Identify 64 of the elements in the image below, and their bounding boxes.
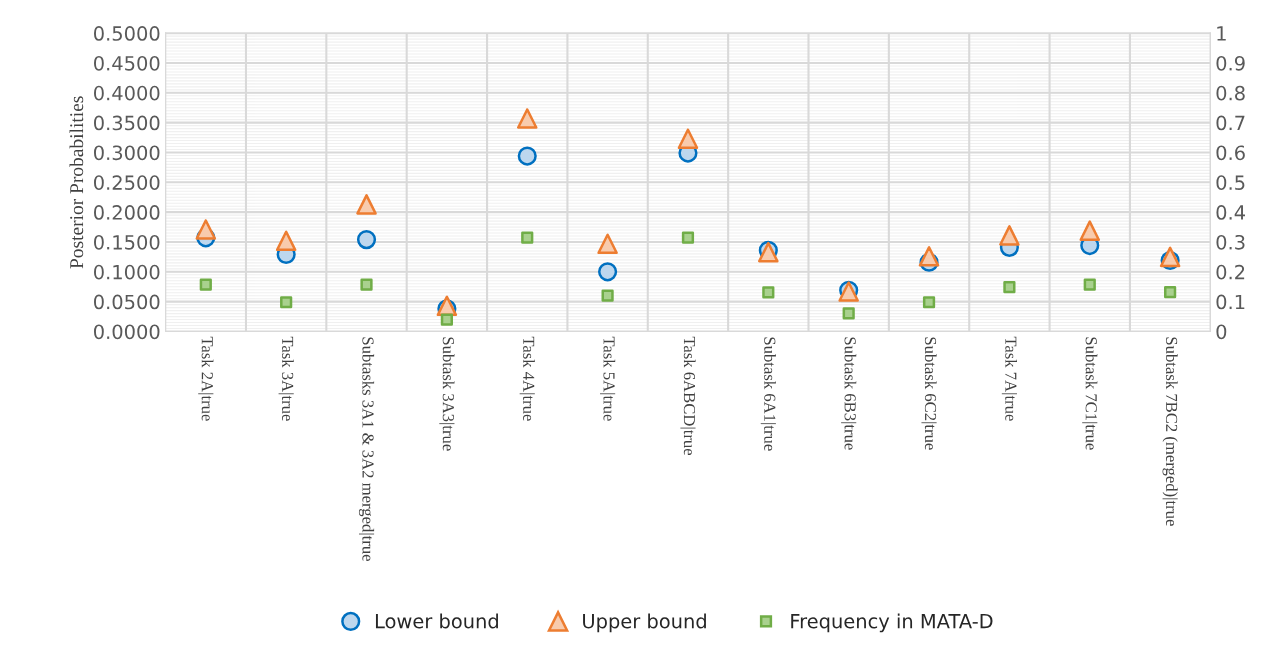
y2-tick-label: 0.1 — [1216, 294, 1245, 310]
point — [360, 278, 373, 291]
x-tick-label: Subtasks 3A1 & 3A2 merged|true — [358, 337, 375, 562]
point — [601, 289, 614, 302]
point — [762, 286, 775, 299]
legend-label: Upper bound — [583, 613, 706, 633]
point — [440, 313, 453, 326]
point — [681, 231, 695, 244]
point — [275, 230, 297, 252]
y-tick-label: 0.2000 — [94, 205, 160, 220]
x-tick-label: Task 5A|true — [600, 336, 616, 421]
y2-tick-label: 0.8 — [1216, 85, 1245, 101]
point — [1079, 220, 1101, 241]
y-tick-label: 0.0000 — [94, 324, 160, 340]
x-tick-label: Task 4A|true — [519, 336, 535, 421]
point — [922, 296, 936, 309]
y2-tick-label: 0.7 — [1216, 115, 1245, 131]
point — [918, 246, 940, 267]
x-tick-label: Subtask 6A1|true — [760, 337, 776, 451]
point — [356, 230, 377, 250]
point — [598, 262, 618, 282]
point — [517, 146, 537, 166]
point — [280, 296, 293, 309]
point — [199, 278, 212, 291]
point — [999, 225, 1020, 246]
legend-label: Frequency in MATA-D — [791, 613, 993, 633]
point — [677, 128, 699, 150]
y-tick-label: 0.4500 — [94, 55, 160, 71]
y2-tick-label: 1 — [1217, 26, 1226, 41]
y-tick-label: 0.3500 — [94, 115, 160, 131]
x-tick-label: Task 2A|true — [198, 336, 214, 421]
point — [195, 219, 217, 240]
point — [1164, 286, 1177, 299]
y-tick-label: 0.1000 — [94, 264, 160, 280]
x-tick-label: Subtask 6B3|true — [841, 337, 857, 450]
x-tick-label: Task 7A|true — [1001, 336, 1017, 421]
y2-tick-label: 0.3 — [1216, 234, 1245, 250]
y2-tick-label: 0.4 — [1216, 205, 1245, 220]
x-tick-label: Subtask 3A3|true — [439, 337, 455, 451]
y2-tick-label: 0.6 — [1216, 145, 1245, 161]
point — [1003, 280, 1016, 294]
point — [597, 233, 618, 255]
point — [1083, 278, 1096, 291]
x-tick-label: Subtask 7C1|true — [1082, 337, 1098, 450]
x-tick-label: Subtask 7BC2 (merged)|true — [1162, 337, 1178, 526]
y-tick-label: 0.4000 — [94, 85, 160, 101]
y-tick-label: 0.2500 — [94, 175, 160, 190]
y2-tick-label: 0.9 — [1216, 55, 1245, 71]
point — [356, 194, 377, 215]
y-tick-label: 0.5000 — [94, 26, 160, 41]
y2-tick-label: 0.5 — [1216, 175, 1245, 190]
y2-tick-label: 0 — [1216, 324, 1227, 340]
y-axis-title: Posterior Probabilities — [69, 96, 84, 269]
x-tick-label: Task 6ABCD|true — [680, 336, 696, 456]
legend-label: Lower bound — [375, 613, 498, 629]
x-tick-label: Task 3A|true — [278, 336, 294, 421]
y-tick-label: 0.1500 — [94, 234, 160, 250]
y-tick-label: 0.0500 — [94, 294, 160, 310]
point — [842, 307, 855, 320]
point — [521, 231, 534, 244]
x-tick-label: Subtask 6C2|true — [921, 337, 937, 450]
point — [516, 108, 538, 129]
y2-tick-label: 0.2 — [1216, 264, 1245, 280]
y-tick-label: 0.3000 — [94, 145, 160, 161]
